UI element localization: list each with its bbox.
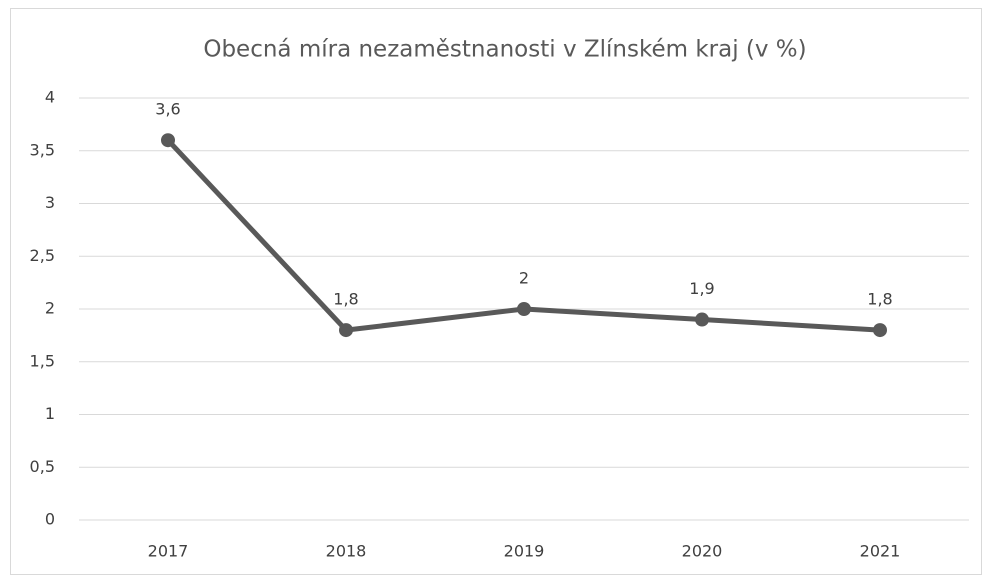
data-label: 1,8 (867, 290, 892, 309)
x-tick-label: 2020 (682, 542, 723, 561)
y-tick-label: 1 (45, 404, 55, 423)
x-tick-label: 2019 (504, 542, 545, 561)
y-tick-label: 3,5 (30, 140, 55, 159)
marker (517, 302, 531, 316)
marker (873, 323, 887, 338)
y-tick-label: 0 (45, 510, 55, 529)
data-label: 1,9 (689, 279, 714, 298)
marker (339, 323, 353, 338)
y-tick-label: 2 (45, 299, 55, 318)
x-tick-label: 2018 (326, 542, 367, 561)
y-tick-label: 1,5 (30, 351, 55, 370)
y-tick-label: 4 (45, 88, 55, 107)
chart-title: Obecná míra nezaměstnanosti v Zlínském k… (203, 37, 806, 63)
x-tick-label: 2021 (860, 542, 901, 561)
data-label: 3,6 (155, 100, 180, 119)
x-tick-label: 2017 (148, 542, 189, 561)
marker (161, 133, 175, 148)
data-label: 2 (519, 269, 529, 288)
data-label: 1,8 (333, 290, 358, 309)
y-tick-label: 0,5 (30, 457, 55, 476)
y-tick-label: 2,5 (30, 246, 55, 265)
marker (695, 312, 709, 327)
y-tick-label: 3 (45, 193, 55, 212)
chart-border (10, 8, 982, 575)
